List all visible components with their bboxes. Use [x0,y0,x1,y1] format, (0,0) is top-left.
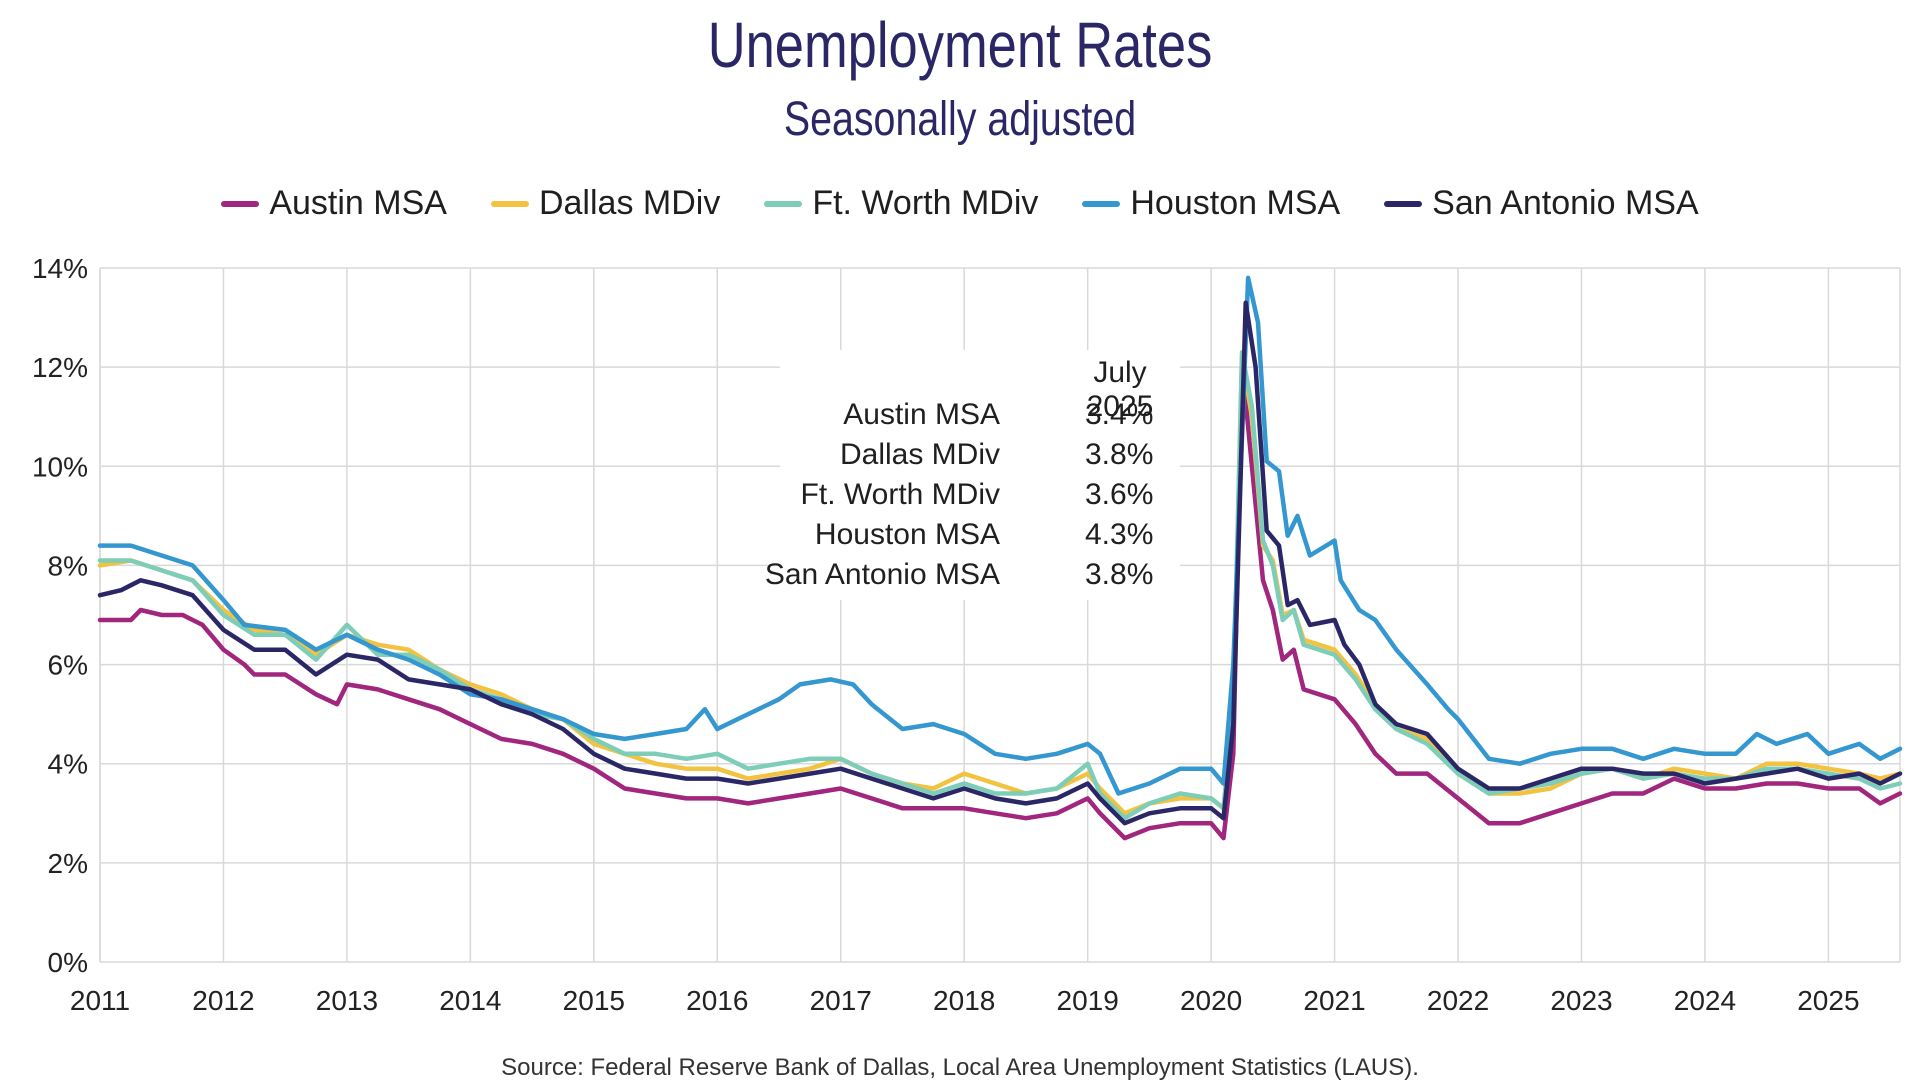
x-tick-label: 2018 [933,985,995,1016]
annotation-row-sanantonio: San Antonio MSA 3.8% [765,558,1180,598]
x-tick-label: 2023 [1550,985,1612,1016]
chart-subtitle: Seasonally adjusted [783,93,1137,146]
x-tick-label: 2017 [810,985,872,1016]
y-tick-label: 4% [48,749,88,780]
annotation-month: July 2025 [1086,356,1154,423]
x-tick-label: 2021 [1303,985,1365,1016]
legend-label-dallas: Dallas MDiv [538,184,721,222]
y-tick-label: 8% [48,550,88,581]
annotation-value: 3.8% [1085,438,1154,471]
legend-item-ftworth: Ft. Worth MDiv [764,184,1038,223]
legend-swatch-ftworth [764,200,803,207]
annotation-name: Austin MSA [843,398,1000,431]
x-tick-label: 2020 [1180,985,1242,1016]
annotation-value: 3.8% [1085,558,1154,591]
annotation-row-austin: Austin MSA 3.4% [780,398,1180,438]
annotation-box: July 2025 Austin MSA 3.4% Dallas MDiv 3.… [765,350,1180,600]
x-tick-label: 2013 [316,985,378,1016]
annotation-value: 3.6% [1085,478,1154,511]
legend: Austin MSA Dallas MDiv Ft. Worth MDiv Ho… [0,184,1920,223]
chart-title: Unemployment Rates [707,9,1213,81]
annotation-name: Dallas MDiv [839,438,1000,471]
source-note: Source: Federal Reserve Bank of Dallas, … [501,1054,1419,1081]
legend-item-austin: Austin MSA [221,184,447,223]
legend-label-sanantonio: San Antonio MSA [1432,184,1699,222]
series-line-san-antonio-msa [97,300,1903,826]
x-tick-label: 2012 [192,985,254,1016]
legend-swatch-dallas [490,200,529,207]
x-tick-label: 2016 [686,985,748,1016]
legend-item-sanantonio: San Antonio MSA [1384,184,1699,223]
legend-item-dallas: Dallas MDiv [490,184,721,223]
y-tick-label: 6% [48,650,88,681]
annotation-name: Houston MSA [814,518,1000,551]
legend-swatch-sanantonio [1384,200,1423,207]
legend-label-houston: Houston MSA [1130,184,1341,222]
annotation-row-dallas: Dallas MDiv 3.8% [780,438,1180,478]
annotation-value: 4.3% [1085,518,1154,551]
x-tick-label: 2022 [1427,985,1489,1016]
annotation-name: Ft. Worth MDiv [800,478,1000,511]
x-tick-label: 2019 [1057,985,1119,1016]
legend-swatch-austin [221,200,260,207]
series-line-ft-worth-mdiv [97,350,1903,821]
y-tick-label: 10% [32,451,88,482]
series-line-houston-msa [97,275,1903,796]
annotation-name: San Antonio MSA [764,558,1000,591]
x-tick-label: 2014 [439,985,501,1016]
annotation-row-houston: Houston MSA 4.3% [780,518,1180,558]
x-tick-label: 2015 [563,985,625,1016]
annotation-row-ftworth: Ft. Worth MDiv 3.6% [780,478,1180,518]
x-tick-label: 2025 [1797,985,1859,1016]
y-tick-label: 12% [32,352,88,383]
series-line-austin-msa [97,359,1903,841]
legend-swatch-houston [1082,200,1121,207]
y-tick-label: 2% [48,848,88,879]
y-tick-label: 14% [32,253,88,284]
annotation-value: 3.4% [1085,398,1154,431]
x-tick-label: 2011 [70,985,130,1016]
legend-label-austin: Austin MSA [269,184,447,222]
y-tick-label: 0% [48,947,88,978]
legend-label-ftworth: Ft. Worth MDiv [812,184,1039,222]
x-tick-label: 2024 [1674,985,1736,1016]
legend-item-houston: Houston MSA [1082,184,1340,223]
